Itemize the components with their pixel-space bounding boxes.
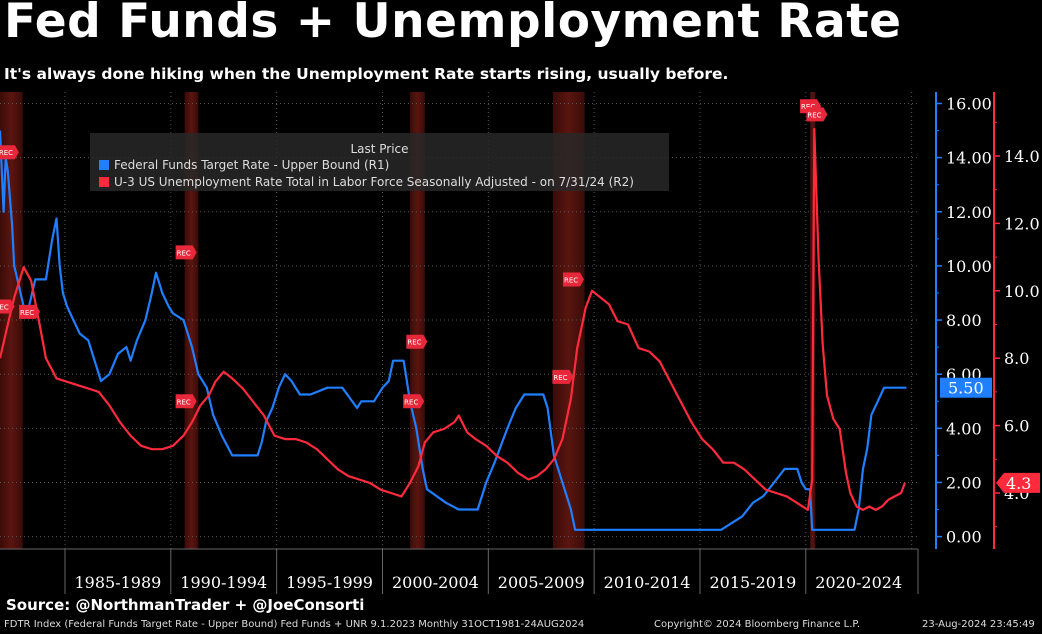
recession-marker-label: REC [404, 398, 418, 406]
axis-r1-tick-label: 0.00 [946, 528, 982, 547]
last-value-label-unemployment: 4.3 [1006, 474, 1031, 493]
recession-marker [18, 304, 40, 319]
recession-marker-label: REC [177, 398, 191, 406]
axis-r2-tick-label: 8.0 [1004, 349, 1029, 368]
axis-r1-tick-label: 12.00 [946, 203, 992, 222]
last-value-tag-fed [940, 377, 992, 398]
axis-r2-tick-label: 14.0 [1004, 147, 1040, 166]
x-axis-tick-label: 2015-2019 [709, 573, 796, 592]
axis-r2-tick-label: 12.0 [1004, 214, 1040, 233]
recession-marker [175, 245, 197, 260]
series-line-unemployment [0, 127, 906, 511]
axis-r2-tick-label: 6.0 [1004, 417, 1029, 436]
x-axis-tick-label: 2010-2014 [604, 573, 691, 592]
recession-marker [552, 369, 574, 384]
recession-marker [806, 107, 828, 122]
recession-marker-label: REC [0, 149, 13, 157]
recession-marker-label: REC [20, 309, 34, 317]
x-axis-tick-label: 2020-2024 [815, 573, 902, 592]
last-value-label-fed: 5.50 [948, 379, 984, 398]
recession-marker [562, 272, 584, 287]
x-axis-tick-label: 2005-2009 [498, 573, 585, 592]
recession-marker [0, 299, 15, 314]
footer-copyright: Copyright© 2024 Bloomberg Finance L.P. [654, 619, 861, 630]
legend-item-fed-funds: Federal Funds Target Rate - Upper Bound … [99, 158, 389, 172]
page-title: Fed Funds + Unemployment Rate [4, 0, 902, 49]
legend-swatch-unemployment [99, 177, 109, 187]
recession-band [184, 92, 199, 549]
chart-legend: Last Price Federal Funds Target Rate - U… [90, 133, 669, 191]
source-credit: Source: @NorthmanTrader + @JoeConsorti [6, 596, 365, 614]
recession-marker-label: REC [807, 111, 821, 119]
recession-marker-label: REC [553, 374, 567, 382]
x-axis-tick-label: 1985-1989 [74, 573, 161, 592]
recession-marker-label: REC [0, 304, 9, 312]
footer-timestamp: 23-Aug-2024 23:45:49 [922, 619, 1035, 630]
axis-r1-tick-label: 2.00 [946, 473, 982, 492]
legend-title: Last Price [350, 142, 409, 156]
series-line-fed-funds [0, 130, 907, 531]
recession-band [409, 92, 425, 549]
recession-marker [0, 145, 19, 160]
last-value-tag-unemployment [996, 472, 1040, 493]
axis-r2-tick-label: 10.0 [1004, 282, 1040, 301]
axis-r1-tick-label: 14.00 [946, 149, 992, 168]
recession-marker-label: REC [801, 103, 815, 111]
recession-marker [175, 394, 197, 409]
recession-band [0, 92, 23, 549]
page-subtitle: It's always done hiking when the Unemplo… [4, 65, 729, 83]
recession-marker [406, 334, 428, 349]
recession-marker [403, 394, 425, 409]
recession-marker-label: REC [564, 276, 578, 284]
legend-label-fed-funds: Federal Funds Target Rate - Upper Bound … [114, 158, 390, 172]
x-axis-tick-label: 2000-2004 [392, 573, 479, 592]
axis-r1-tick-label: 8.00 [946, 311, 982, 330]
legend-label-unemployment: U-3 US Unemployment Rate Total in Labor … [114, 175, 634, 189]
axis-r1-tick-label: 4.00 [946, 419, 982, 438]
x-axis-tick-label: 1995-1999 [286, 573, 373, 592]
axis-r1-tick-label: 10.00 [946, 257, 992, 276]
footer-ticker-info: FDTR Index (Federal Funds Target Rate - … [4, 619, 585, 630]
legend-item-unemployment: U-3 US Unemployment Rate Total in Labor … [99, 175, 634, 189]
axis-r1-tick-label: 16.00 [946, 95, 992, 114]
recession-marker-label: REC [177, 249, 191, 257]
x-axis-tick-label: 1990-1994 [180, 573, 267, 592]
recession-marker-label: REC [407, 339, 421, 347]
legend-swatch-fed-funds [99, 160, 109, 170]
